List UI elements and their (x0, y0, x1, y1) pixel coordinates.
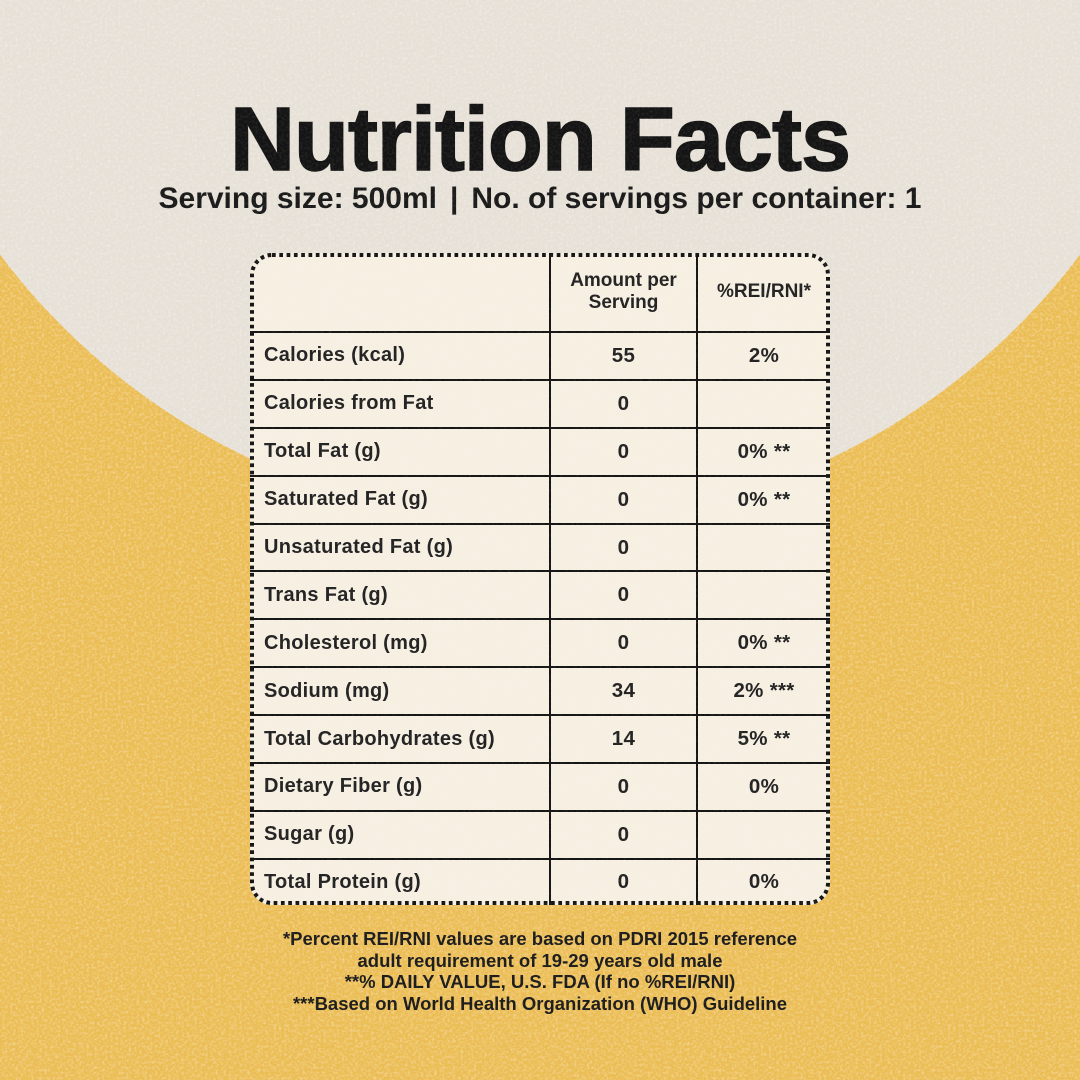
page-title: Nutrition Facts (229, 90, 851, 190)
row-amount: 0 (549, 378, 698, 429)
row-label: Trans Fat (g) (250, 570, 551, 621)
footnote-line-2: adult requirement of 19-29 years old mal… (357, 949, 723, 971)
footnotes: *Percent REI/RNI values are based on PDR… (0, 928, 1080, 1014)
footnote-line-1: *Percent REI/RNI values are based on PDR… (282, 928, 798, 949)
footnote-line-4: ***Based on World Health Organization (W… (292, 992, 788, 1014)
row-rei: 0% ** (696, 618, 830, 669)
row-amount: 0 (549, 857, 698, 905)
header-cell-rei: %REI/RNI* (696, 253, 830, 333)
table-row: Calories (kcal) 55 2% (250, 331, 830, 381)
row-rei (696, 570, 830, 621)
serving-info: Serving size: 500ml | No. of servings per … (0, 181, 1080, 217)
row-amount: 55 (549, 331, 698, 381)
row-rei: 2% (696, 331, 830, 381)
row-rei: 0% ** (696, 474, 830, 525)
row-amount: 14 (549, 714, 698, 765)
row-amount: 0 (549, 618, 698, 669)
row-label: Total Carbohydrates (g) (250, 714, 551, 765)
row-label: Calories (kcal) (250, 331, 551, 381)
row-label: Unsaturated Fat (g) (250, 522, 551, 573)
table-row: Total Carbohydrates (g) 14 5% ** (250, 714, 830, 765)
table-row: Total Fat (g) 0 0% ** (250, 426, 830, 477)
row-label: Cholesterol (mg) (250, 618, 551, 669)
row-rei (696, 522, 830, 573)
row-rei: 0% ** (696, 426, 830, 477)
row-amount: 0 (549, 426, 698, 477)
nutrition-table: Amount per Serving %REI/RNI* Calories (kc… (250, 253, 830, 905)
row-label: Total Protein (g) (250, 857, 551, 905)
header-cell-amount: Amount per Serving (549, 253, 698, 333)
row-amount: 0 (549, 474, 698, 525)
nutrition-table-card: Amount per Serving %REI/RNI* Calories (kc… (250, 253, 830, 905)
row-label: Sugar (g) (250, 809, 551, 860)
table-row: Dietary Fiber (g) 0 0% (250, 762, 830, 812)
table-row: Saturated Fat (g) 0 0% ** (250, 474, 830, 525)
row-rei (696, 378, 830, 429)
row-rei: 0% (696, 857, 830, 905)
row-label: Saturated Fat (g) (250, 474, 551, 525)
header-cell-blank (250, 253, 551, 333)
row-label: Total Fat (g) (250, 426, 551, 477)
row-amount: 0 (549, 762, 698, 812)
table-row: Calories from Fat 0 (250, 378, 830, 429)
table-row: Total Protein (g) 0 0% (250, 857, 830, 905)
serving-size-text: Serving size: 500ml (158, 182, 437, 215)
table-header-row: Amount per Serving %REI/RNI* (250, 253, 830, 333)
table-row: Cholesterol (mg) 0 0% ** (250, 618, 830, 669)
row-amount: 0 (549, 570, 698, 621)
row-amount: 0 (549, 809, 698, 860)
row-label: Sodium (mg) (250, 666, 551, 717)
row-rei: 2% *** (696, 666, 830, 717)
row-rei: 5% ** (696, 714, 830, 765)
row-rei: 0% (696, 762, 830, 812)
table-row: Sugar (g) 0 (250, 809, 830, 860)
table-row: Trans Fat (g) 0 (250, 570, 830, 621)
table-row: Sodium (mg) 34 2% *** (250, 666, 830, 717)
row-rei (696, 809, 830, 860)
row-amount: 34 (549, 666, 698, 717)
footnote-line-3: **% DAILY VALUE, U.S. FDA (If no %REI/RN… (344, 971, 736, 992)
table-row: Unsaturated Fat (g) 0 (250, 522, 830, 573)
separator-bar: | (449, 182, 459, 215)
row-label: Calories from Fat (250, 378, 551, 429)
row-label: Dietary Fiber (g) (250, 762, 551, 812)
servings-per-container-text: No. of servings per container: 1 (471, 182, 922, 215)
row-amount: 0 (549, 522, 698, 573)
